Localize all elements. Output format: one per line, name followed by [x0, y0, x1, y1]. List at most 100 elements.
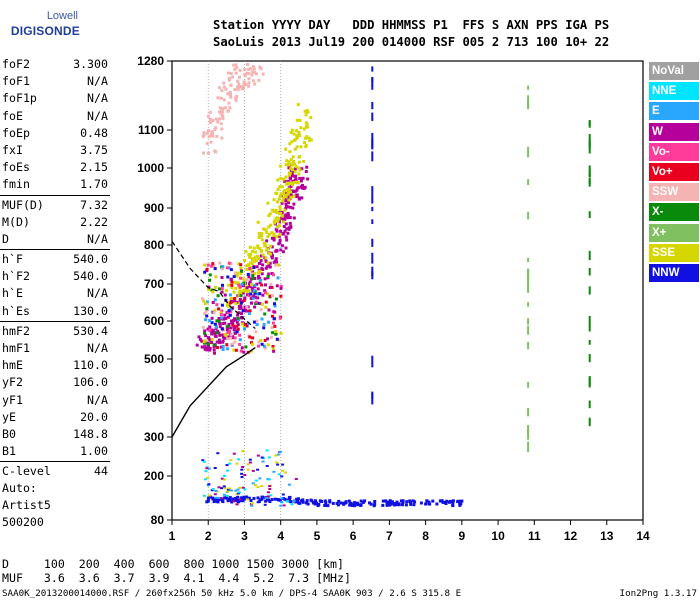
- echo-point: [281, 199, 285, 203]
- echo-point: [270, 335, 273, 339]
- echo-point: [230, 321, 234, 325]
- echo-point: [248, 461, 252, 464]
- echo-point: [266, 275, 270, 278]
- echo-point: [247, 294, 251, 297]
- echo-point: [279, 331, 283, 335]
- echo-point: [263, 289, 267, 293]
- echo-point: [258, 292, 262, 296]
- echo-point: [275, 284, 279, 288]
- echo-point: [255, 259, 258, 262]
- echo-point: [278, 450, 282, 453]
- echo-point: [212, 345, 216, 349]
- echo-point: [292, 132, 296, 136]
- echo-point: [280, 501, 284, 504]
- interference-streak: [527, 318, 530, 325]
- echo-point: [258, 277, 262, 280]
- echo-point: [381, 499, 385, 503]
- echo-point: [226, 488, 230, 491]
- echo-point: [254, 300, 258, 304]
- echo-point: [239, 301, 243, 305]
- echo-point: [255, 282, 259, 286]
- echo-point: [213, 332, 217, 336]
- echo-point: [253, 283, 257, 287]
- echo-point: [287, 198, 291, 202]
- echo-point: [331, 501, 335, 505]
- echo-point: [287, 163, 291, 167]
- echo-point: [292, 194, 296, 198]
- echo-point: [278, 498, 282, 502]
- echo-point: [260, 456, 264, 459]
- interference-streak: [527, 441, 530, 453]
- echo-point: [276, 178, 280, 182]
- echo-point: [244, 72, 247, 76]
- echo-point: [226, 109, 230, 113]
- echo-point: [257, 275, 261, 278]
- echo-point: [244, 345, 248, 349]
- param-name: foE: [2, 108, 23, 123]
- echo-point: [246, 463, 250, 466]
- echo-point: [212, 264, 216, 268]
- echo-point: [248, 284, 252, 288]
- echo-point: [207, 135, 211, 139]
- param-value: N/A: [87, 231, 108, 246]
- echo-point: [226, 275, 230, 279]
- param-name: C-level: [2, 464, 51, 479]
- echo-point: [252, 266, 256, 269]
- echo-point: [286, 179, 290, 183]
- param-name: hmF1: [2, 341, 30, 355]
- echo-point: [236, 499, 239, 502]
- echo-point: [216, 346, 220, 349]
- echo-point: [233, 297, 237, 301]
- echo-point: [388, 499, 392, 503]
- echo-point: [222, 98, 226, 102]
- echo-point: [443, 500, 447, 504]
- echo-point: [210, 316, 214, 320]
- echo-point: [207, 336, 210, 340]
- echo-point: [273, 304, 277, 308]
- echo-point: [226, 337, 230, 341]
- param-name: B0: [2, 426, 16, 441]
- x-tick-label: 4: [277, 529, 284, 543]
- echo-point: [256, 246, 260, 249]
- echo-point: [215, 303, 219, 307]
- x-tick-label: 10: [491, 529, 505, 543]
- echo-point: [287, 187, 291, 191]
- echo-point: [238, 333, 242, 337]
- param-row: M(D) 2.22: [0, 214, 110, 231]
- echo-point: [241, 486, 245, 489]
- echo-point: [206, 484, 210, 487]
- echo-point: [229, 296, 233, 300]
- echo-point: [235, 493, 239, 496]
- echo-point: [440, 499, 444, 503]
- echo-point: [369, 502, 373, 506]
- lowell-digisonde-logo: Lowell DIGISONDE: [11, 8, 82, 44]
- echo-point: [233, 336, 237, 340]
- echo-point: [203, 331, 207, 335]
- echo-point: [207, 483, 211, 486]
- echo-point: [316, 504, 320, 508]
- echo-point: [272, 317, 276, 321]
- param-value: N/A: [87, 392, 108, 407]
- echo-point: [298, 118, 302, 122]
- echo-point: [295, 497, 299, 501]
- echo-point: [214, 490, 218, 492]
- param-row: MUF(D) 7.32: [0, 197, 110, 214]
- echo-point: [292, 216, 296, 220]
- echo-point: [284, 202, 288, 206]
- echo-point: [211, 262, 215, 266]
- legend-item-vo-: Vo-: [649, 142, 699, 161]
- param-row: yF1 N/A: [0, 392, 110, 409]
- echo-point: [294, 137, 298, 141]
- echo-point: [277, 498, 281, 502]
- echo-point: [281, 232, 285, 236]
- echo-point: [306, 177, 310, 181]
- echo-point: [306, 110, 310, 114]
- echo-point: [233, 67, 237, 71]
- echo-point: [299, 179, 303, 183]
- echo-point: [228, 313, 232, 317]
- echo-point: [202, 340, 206, 344]
- echo-point: [302, 187, 306, 190]
- echo-point: [243, 305, 247, 309]
- echo-point: [213, 493, 217, 496]
